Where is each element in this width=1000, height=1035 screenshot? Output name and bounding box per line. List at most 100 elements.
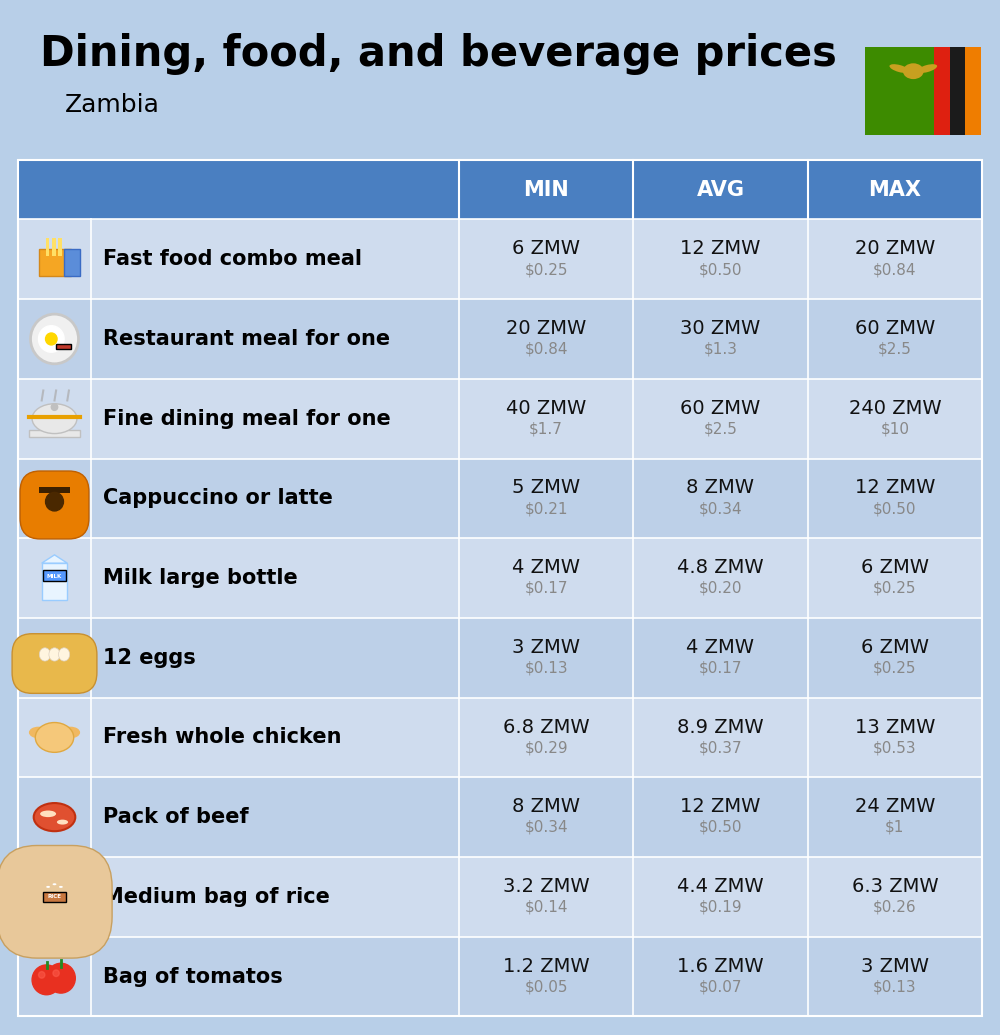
Text: $10: $10 [880,421,909,437]
Text: $0.17: $0.17 [699,660,742,676]
Ellipse shape [39,648,51,661]
Text: $0.17: $0.17 [524,581,568,596]
Text: 6.3 ZMW: 6.3 ZMW [852,877,938,896]
Text: $0.84: $0.84 [524,342,568,357]
Text: 240 ZMW: 240 ZMW [849,398,941,418]
Text: 6 ZMW: 6 ZMW [861,638,929,657]
Circle shape [30,315,78,364]
Text: 3 ZMW: 3 ZMW [512,638,580,657]
Text: Restaurant meal for one: Restaurant meal for one [103,329,390,349]
FancyBboxPatch shape [39,487,70,494]
Text: 13 ZMW: 13 ZMW [855,717,935,737]
Text: $0.50: $0.50 [699,820,742,835]
Circle shape [51,404,58,411]
FancyBboxPatch shape [12,633,97,693]
FancyBboxPatch shape [52,238,56,256]
Ellipse shape [32,404,77,434]
Ellipse shape [53,883,56,885]
Text: 6 ZMW: 6 ZMW [512,239,580,259]
Text: $0.07: $0.07 [699,979,742,995]
Text: 8 ZMW: 8 ZMW [512,797,580,817]
Ellipse shape [903,63,924,79]
Text: $0.19: $0.19 [699,899,742,915]
Ellipse shape [59,648,70,661]
Text: $0.50: $0.50 [873,501,917,516]
Text: 8.9 ZMW: 8.9 ZMW [677,717,764,737]
Text: $0.53: $0.53 [873,740,917,756]
Text: $1.7: $1.7 [529,421,563,437]
Text: $0.05: $0.05 [524,979,568,995]
Text: $0.84: $0.84 [873,262,917,277]
Text: $0.20: $0.20 [699,581,742,596]
Ellipse shape [49,648,60,661]
FancyBboxPatch shape [18,160,982,219]
Text: 30 ZMW: 30 ZMW [680,319,761,338]
Text: Milk large bottle: Milk large bottle [103,568,298,588]
Text: MILK: MILK [47,573,62,579]
FancyBboxPatch shape [38,249,70,276]
Text: $0.21: $0.21 [524,501,568,516]
Circle shape [32,965,61,995]
FancyBboxPatch shape [18,618,982,698]
FancyBboxPatch shape [29,431,80,437]
Text: $0.25: $0.25 [524,262,568,277]
FancyBboxPatch shape [46,238,49,256]
Text: 60 ZMW: 60 ZMW [680,398,761,418]
Text: 6.8 ZMW: 6.8 ZMW [503,717,589,737]
FancyBboxPatch shape [18,937,982,1016]
FancyBboxPatch shape [18,379,982,459]
Text: $0.29: $0.29 [524,740,568,756]
FancyBboxPatch shape [18,777,982,857]
Text: MIN: MIN [523,180,569,200]
FancyBboxPatch shape [18,857,982,937]
FancyBboxPatch shape [934,47,950,135]
Text: Fine dining meal for one: Fine dining meal for one [103,409,391,428]
Text: Zambia: Zambia [65,93,160,117]
FancyBboxPatch shape [0,846,112,958]
FancyBboxPatch shape [18,219,982,299]
Text: 20 ZMW: 20 ZMW [855,239,935,259]
Text: 60 ZMW: 60 ZMW [855,319,935,338]
Polygon shape [42,555,67,563]
Ellipse shape [46,886,50,888]
Text: 12 ZMW: 12 ZMW [680,239,761,259]
Text: AVG: AVG [696,180,744,200]
Text: $0.37: $0.37 [699,740,742,756]
Circle shape [46,964,75,993]
Text: 4 ZMW: 4 ZMW [512,558,580,578]
Text: Dining, food, and beverage prices: Dining, food, and beverage prices [40,33,837,76]
Text: 3 ZMW: 3 ZMW [861,956,929,976]
Text: $0.25: $0.25 [873,660,917,676]
Ellipse shape [889,64,910,72]
FancyBboxPatch shape [43,569,66,582]
Text: $0.14: $0.14 [524,899,568,915]
FancyBboxPatch shape [965,47,981,135]
Circle shape [38,972,45,978]
Text: 5 ZMW: 5 ZMW [512,478,580,498]
Text: Cappuccino or latte: Cappuccino or latte [103,489,333,508]
Text: Bag of tomatos: Bag of tomatos [103,967,283,986]
FancyBboxPatch shape [950,47,965,135]
Text: 12 ZMW: 12 ZMW [855,478,935,498]
Text: 12 eggs: 12 eggs [103,648,196,668]
FancyBboxPatch shape [865,47,980,135]
Ellipse shape [29,727,48,738]
Text: 4 ZMW: 4 ZMW [686,638,754,657]
Text: $2.5: $2.5 [704,421,737,437]
FancyBboxPatch shape [64,249,80,276]
Text: Fresh whole chicken: Fresh whole chicken [103,728,342,747]
FancyBboxPatch shape [18,299,982,379]
Text: $0.13: $0.13 [873,979,917,995]
Text: 24 ZMW: 24 ZMW [855,797,935,817]
Text: MAX: MAX [868,180,921,200]
Circle shape [46,333,57,345]
Text: $0.25: $0.25 [873,581,917,596]
Ellipse shape [59,886,63,888]
FancyBboxPatch shape [58,238,62,256]
Text: 6 ZMW: 6 ZMW [861,558,929,578]
Text: 3.2 ZMW: 3.2 ZMW [503,877,589,896]
Text: 12 ZMW: 12 ZMW [680,797,761,817]
Text: 4.4 ZMW: 4.4 ZMW [677,877,764,896]
FancyBboxPatch shape [20,471,89,539]
Ellipse shape [61,727,80,738]
